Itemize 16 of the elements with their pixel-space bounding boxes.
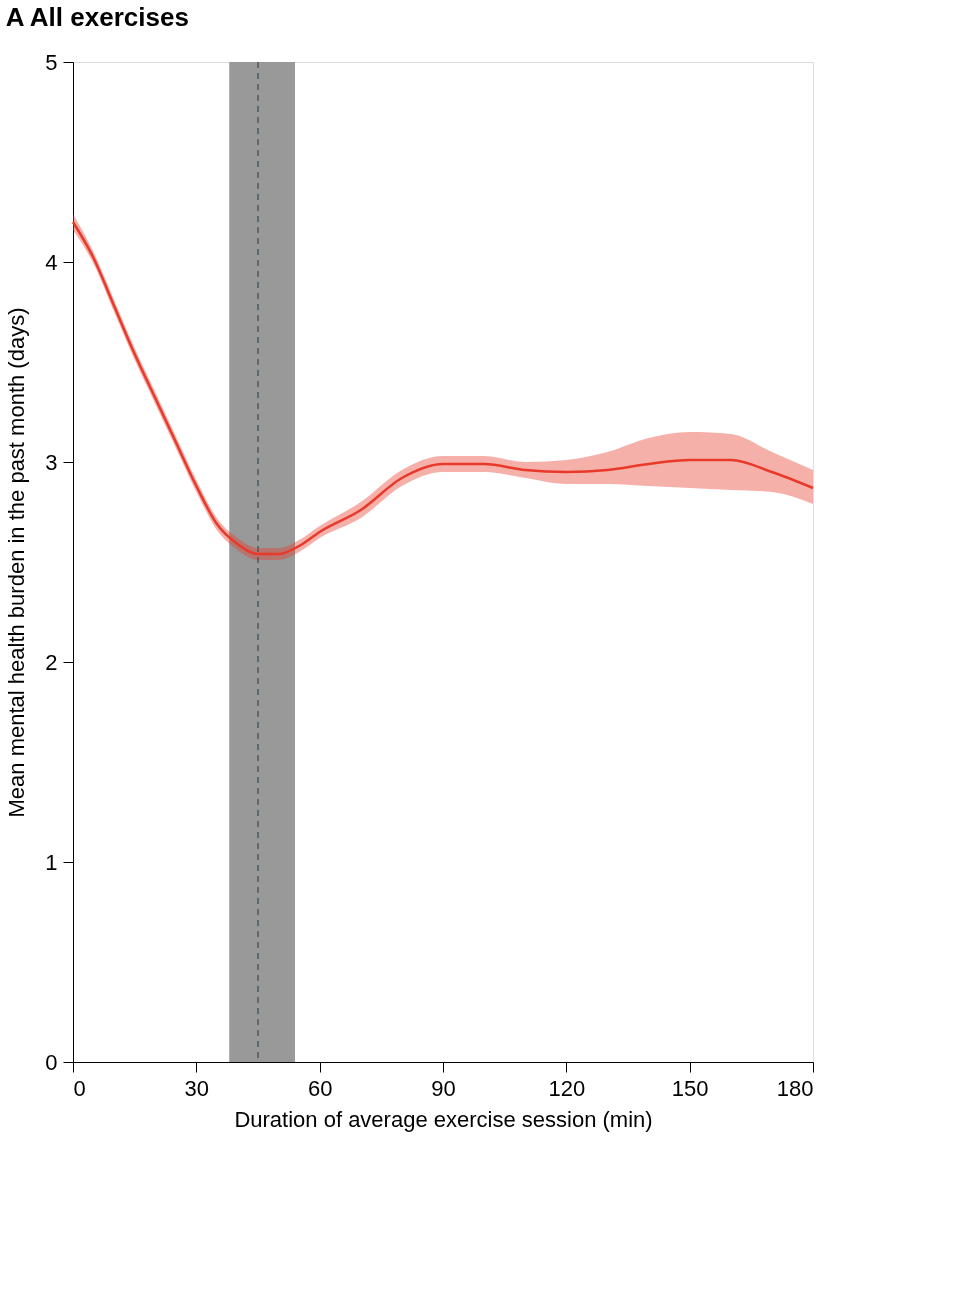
- y-tick-label: 3: [45, 449, 58, 475]
- y-tick-label: 2: [45, 649, 58, 675]
- x-tick-label: 180: [776, 1075, 814, 1101]
- x-tick-label: 30: [184, 1075, 210, 1101]
- y-tick-label: 5: [45, 49, 58, 75]
- y-tick-label: 4: [45, 249, 58, 275]
- x-tick-label: 60: [307, 1075, 333, 1101]
- x-axis-title: Duration of average exercise session (min): [234, 1106, 653, 1132]
- x-tick-label: 150: [671, 1075, 709, 1101]
- x-tick-label: 0: [73, 1075, 86, 1101]
- chart-title: A All exercises: [5, 2, 189, 32]
- y-tick-label: 0: [45, 1049, 58, 1075]
- y-tick-label: 1: [45, 849, 58, 875]
- x-tick-label: 120: [548, 1075, 586, 1101]
- y-axis-title: Mean mental health burden in the past month (days): [4, 307, 30, 818]
- x-tick-label: 90: [431, 1075, 456, 1101]
